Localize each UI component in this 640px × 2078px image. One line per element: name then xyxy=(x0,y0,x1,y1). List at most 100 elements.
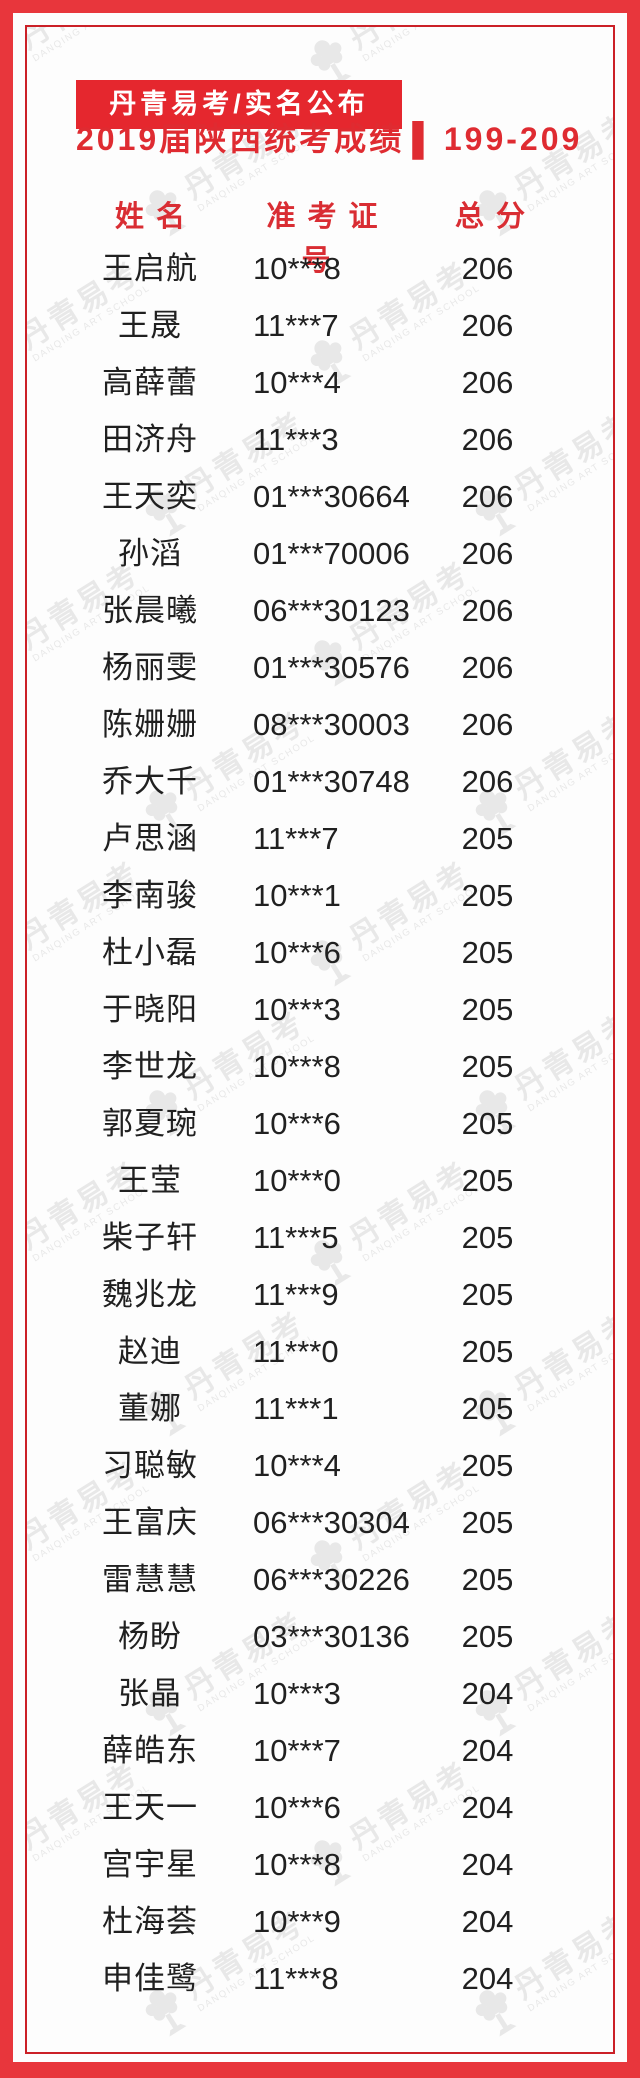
exam-id: 11***5 xyxy=(253,1220,339,1255)
total-score: 205 xyxy=(461,1562,514,1597)
total-score: 205 xyxy=(461,1220,514,1255)
student-name: 孙滔 xyxy=(118,536,182,571)
student-name: 杨盼 xyxy=(118,1619,182,1654)
subtitle-title: 2019届陕西统考成绩 xyxy=(76,121,405,157)
exam-id: 10***8 xyxy=(253,251,341,286)
tree-logo-icon xyxy=(310,640,352,687)
total-score: 204 xyxy=(461,1790,514,1825)
total-score: 206 xyxy=(461,650,514,685)
exam-id: 11***1 xyxy=(253,1391,339,1426)
total-score: 205 xyxy=(461,1334,514,1369)
exam-id: 10***3 xyxy=(253,1676,341,1711)
table-row: 薛皓东 10***7 204 xyxy=(0,1722,640,1779)
exam-id: 06***30304 xyxy=(253,1505,410,1540)
column-header-name: 姓名 xyxy=(114,201,197,233)
total-score: 205 xyxy=(461,935,514,970)
exam-id: 08***30003 xyxy=(253,707,410,742)
student-name: 赵迪 xyxy=(118,1334,182,1369)
tree-logo-icon xyxy=(145,1390,187,1437)
table-row: 陈姗姗 08***30003 206 xyxy=(0,696,640,753)
total-score: 205 xyxy=(461,992,514,1027)
table-row: 宫宇星 10***8 204 xyxy=(0,1836,640,1893)
exam-id: 10***1 xyxy=(253,878,341,913)
total-score: 204 xyxy=(461,1676,514,1711)
table-row: 杨丽雯 01***30576 206 xyxy=(0,639,640,696)
total-score: 205 xyxy=(461,1391,514,1426)
tree-logo-icon xyxy=(145,1690,187,1737)
table-row: 柴子轩 11***5 205 xyxy=(0,1209,640,1266)
tree-logo-icon xyxy=(145,1990,187,2037)
tree-logo-icon xyxy=(145,790,187,837)
student-name: 于晓阳 xyxy=(102,992,198,1027)
tree-logo-icon xyxy=(310,40,352,87)
student-name: 杨丽雯 xyxy=(102,650,198,685)
exam-id: 06***30123 xyxy=(253,593,410,628)
exam-id: 01***30576 xyxy=(253,650,410,685)
student-name: 乔大千 xyxy=(102,764,198,799)
student-name: 田济舟 xyxy=(102,422,198,457)
inner-thin-border xyxy=(25,25,615,2054)
tree-logo-icon xyxy=(310,340,352,387)
subtitle-divider: ▌ xyxy=(412,121,438,157)
exam-id: 10***8 xyxy=(253,1049,341,1084)
brand-banner: 丹青易考/实名公布 xyxy=(76,80,402,129)
student-name: 柴子轩 xyxy=(102,1220,198,1255)
tree-logo-icon xyxy=(475,490,517,537)
table-row: 雷慧慧 06***30226 205 xyxy=(0,1551,640,1608)
exam-id: 10***6 xyxy=(253,1790,341,1825)
total-score: 205 xyxy=(461,1448,514,1483)
student-name: 郭夏琬 xyxy=(102,1106,198,1141)
total-score: 206 xyxy=(461,422,514,457)
exam-id: 11***9 xyxy=(253,1277,339,1312)
table-row: 乔大千 01***30748 206 xyxy=(0,753,640,810)
student-name: 魏兆龙 xyxy=(102,1277,198,1312)
exam-id: 10***7 xyxy=(253,1733,341,1768)
tree-logo-icon xyxy=(475,1690,517,1737)
student-name: 王启航 xyxy=(102,251,198,286)
exam-id: 10***4 xyxy=(253,365,341,400)
table-row: 王天一 10***6 204 xyxy=(0,1779,640,1836)
exam-id: 11***7 xyxy=(253,821,339,856)
tree-logo-icon xyxy=(475,1090,517,1137)
table-row: 王天奕 01***30664 206 xyxy=(0,468,640,525)
total-score: 205 xyxy=(461,1049,514,1084)
tree-logo-icon xyxy=(310,940,352,987)
table-row: 田济舟 11***3 206 xyxy=(0,411,640,468)
table-row: 杜小磊 10***6 205 xyxy=(0,924,640,981)
tree-logo-icon xyxy=(310,1240,352,1287)
table-row: 赵迪 11***0 205 xyxy=(0,1323,640,1380)
student-name: 高薛蕾 xyxy=(102,365,198,400)
tree-logo-icon xyxy=(475,1990,517,2037)
total-score: 206 xyxy=(461,365,514,400)
table-row: 王富庆 06***30304 205 xyxy=(0,1494,640,1551)
table-row: 卢思涵 11***7 205 xyxy=(0,810,640,867)
table-row: 杨盼 03***30136 205 xyxy=(0,1608,640,1665)
student-name: 习聪敏 xyxy=(102,1448,198,1483)
subtitle-score-range: 199-209 xyxy=(443,121,583,157)
total-score: 206 xyxy=(461,707,514,742)
student-name: 薛皓东 xyxy=(102,1733,198,1768)
exam-id: 10***9 xyxy=(253,1904,341,1939)
total-score: 204 xyxy=(461,1961,514,1996)
watermark-layer: 丹青易考 DANQING ART SCHOOL 丹青易考 DANQING ART SC… xyxy=(27,27,613,2052)
total-score: 205 xyxy=(461,1106,514,1141)
total-score: 204 xyxy=(461,1904,514,1939)
student-name: 张晨曦 xyxy=(102,593,198,628)
